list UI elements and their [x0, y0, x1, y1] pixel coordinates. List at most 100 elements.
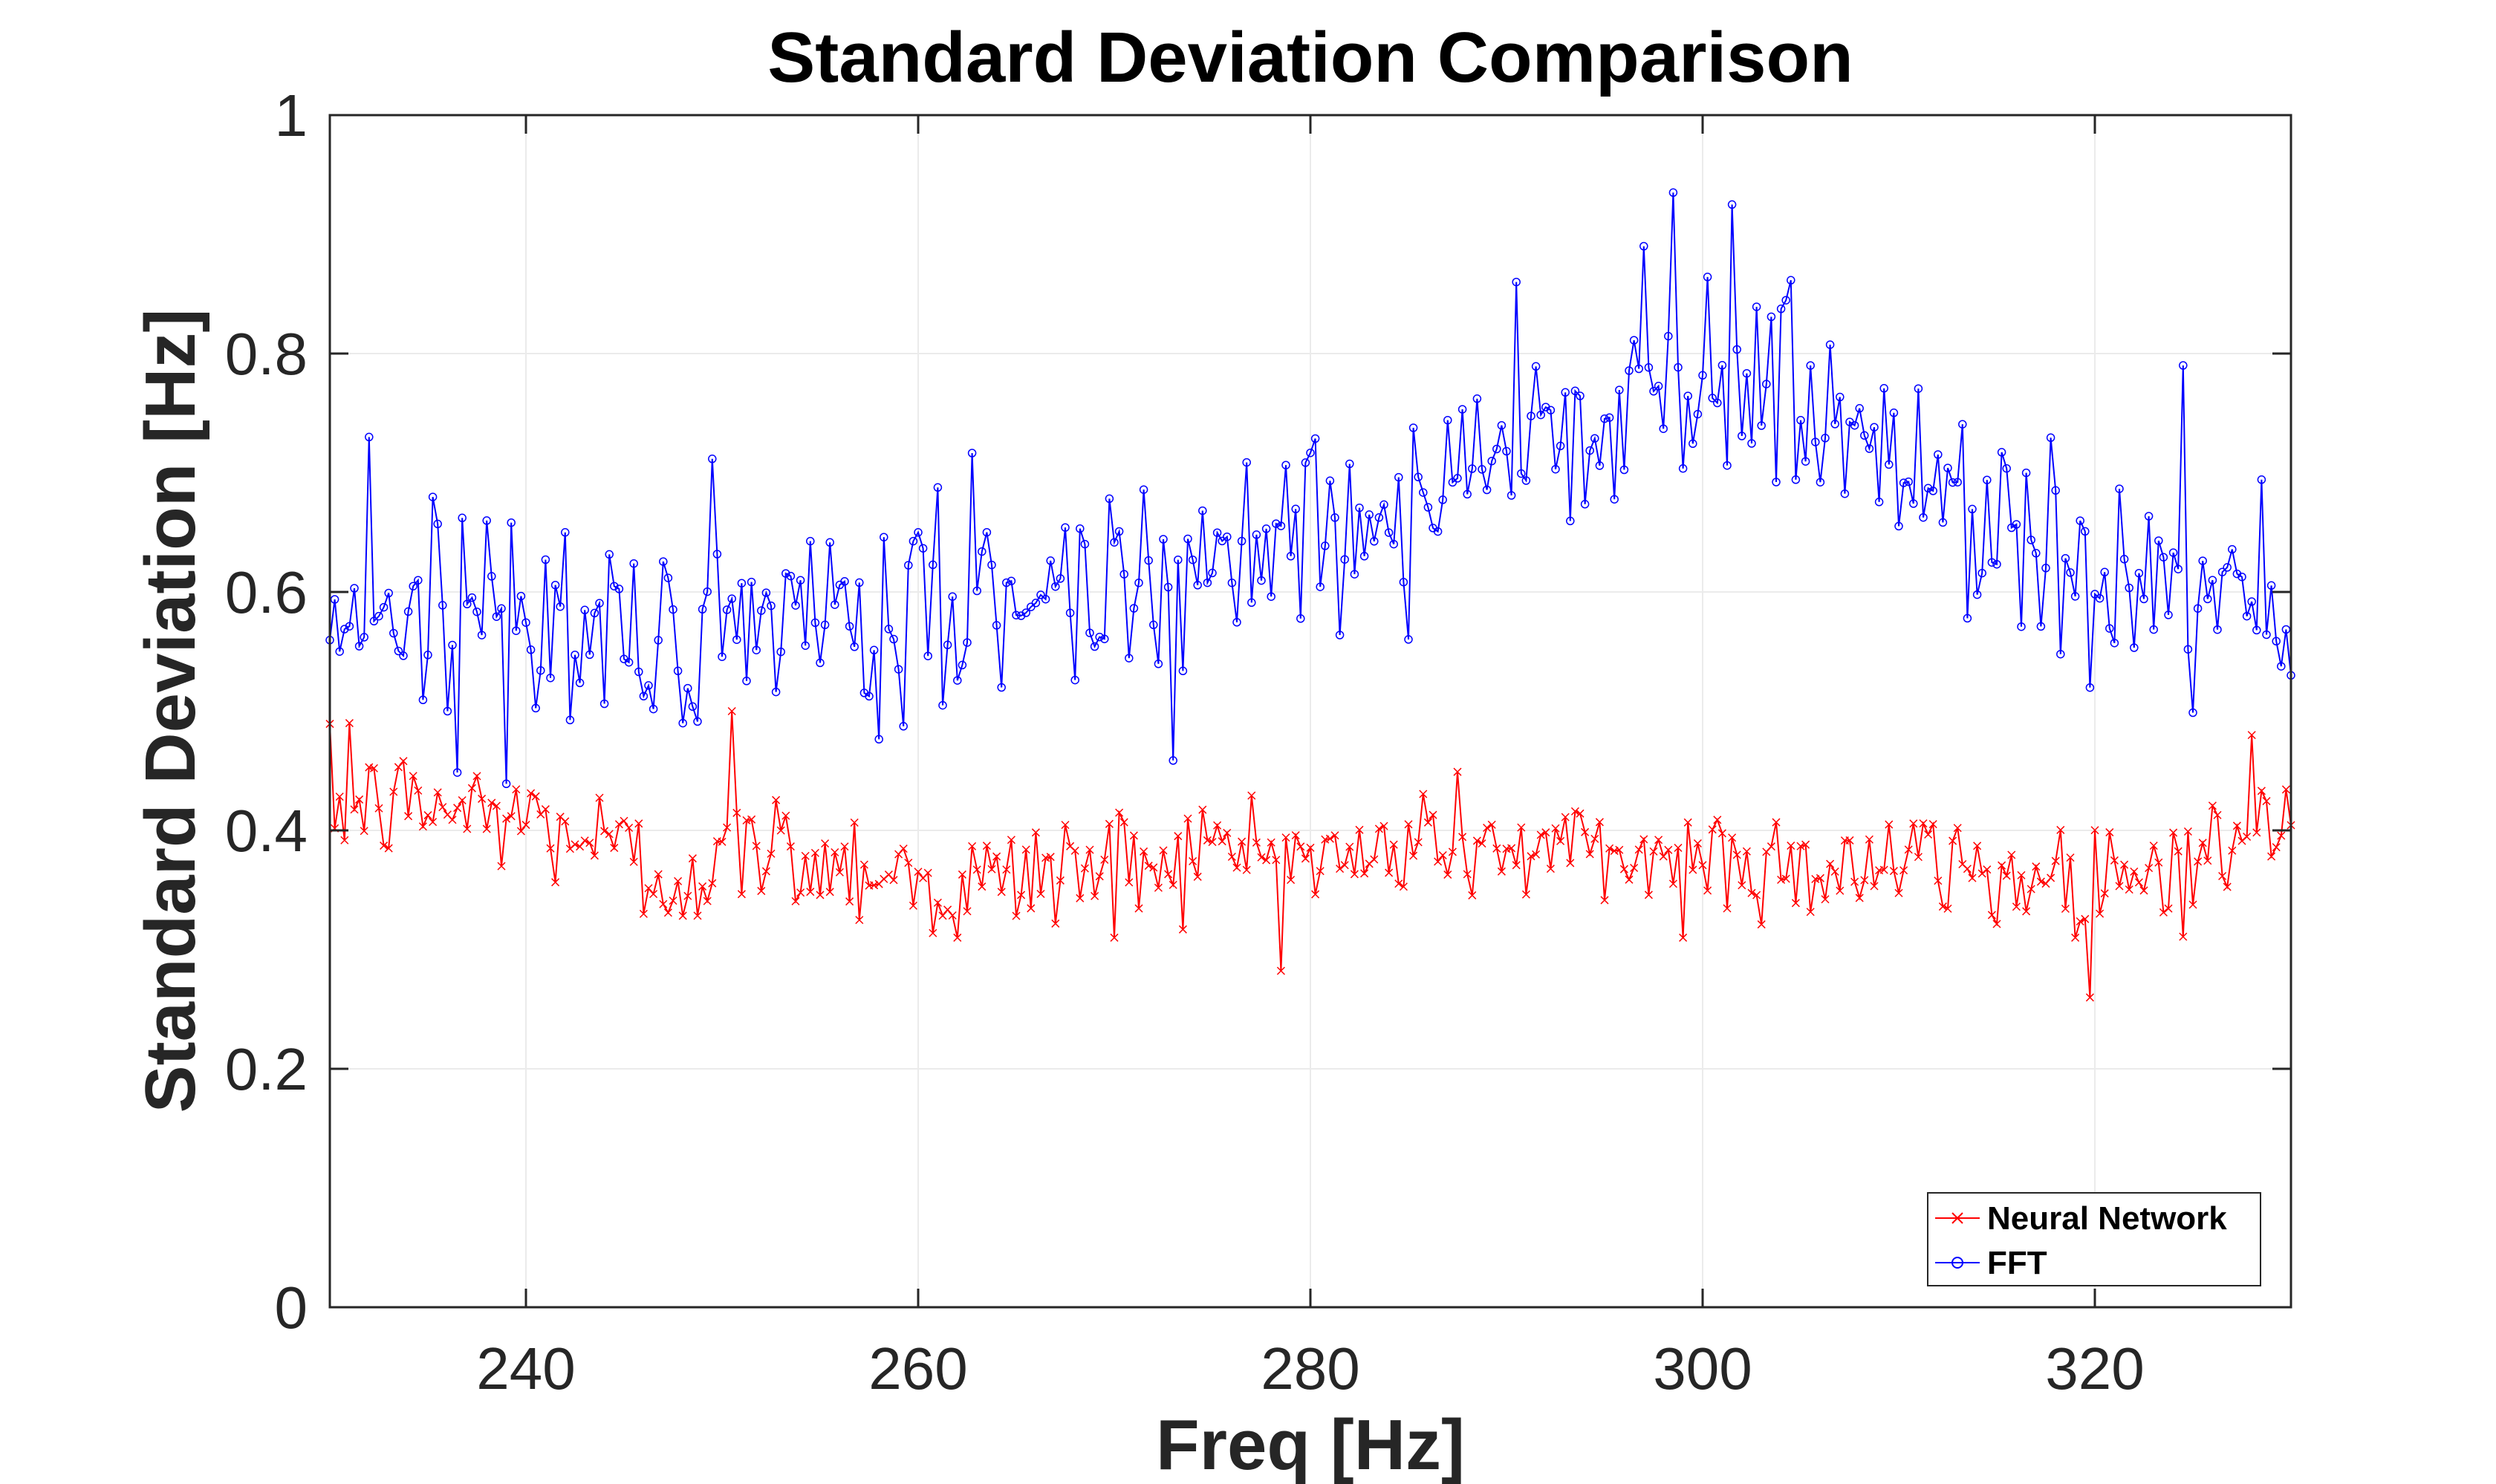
- series-neural-network: [325, 706, 2295, 1002]
- data-point: [2243, 832, 2252, 842]
- data-point: [1306, 843, 1315, 852]
- data-point: [590, 608, 599, 618]
- data-point: [1830, 420, 1839, 429]
- data-point: [2022, 907, 2031, 916]
- data-point: [669, 605, 677, 614]
- data-point: [1448, 847, 1457, 856]
- data-point: [1242, 458, 1251, 467]
- data-point: [948, 592, 957, 601]
- data-point: [1924, 830, 1933, 839]
- data-point: [2208, 801, 2217, 810]
- data-point: [855, 578, 864, 588]
- data-point: [571, 840, 579, 849]
- data-point: [953, 933, 962, 942]
- data-point: [2183, 645, 2193, 654]
- data-point: [1379, 821, 1388, 830]
- data-point: [1566, 516, 1575, 526]
- data-point: [2021, 468, 2031, 478]
- data-point: [693, 911, 702, 920]
- data-point: [1674, 362, 1683, 372]
- data-point: [781, 569, 790, 578]
- data-point: [620, 816, 628, 825]
- data-point: [1379, 500, 1388, 510]
- data-point: [874, 735, 883, 744]
- data-point: [1791, 475, 1801, 484]
- data-point: [1306, 448, 1315, 458]
- data-point: [384, 844, 393, 853]
- data-point: [1325, 476, 1335, 486]
- data-point: [492, 801, 501, 810]
- data-point: [2120, 860, 2129, 869]
- data-point: [2277, 662, 2286, 671]
- data-point: [1355, 503, 1364, 512]
- data-point: [1227, 578, 1237, 588]
- data-point: [1002, 865, 1011, 874]
- data-point: [1404, 820, 1413, 829]
- data-point: [2179, 361, 2188, 370]
- data-point: [1492, 844, 1501, 853]
- data-point: [933, 898, 942, 907]
- data-point: [2149, 625, 2158, 634]
- data-point: [1870, 423, 1879, 432]
- data-point: [330, 595, 339, 604]
- data-point: [1615, 385, 1624, 394]
- data-point: [1316, 582, 1325, 591]
- data-point: [958, 870, 966, 879]
- data-point: [531, 792, 540, 801]
- data-point: [1806, 908, 1815, 917]
- data-point: [948, 911, 957, 920]
- data-point: [938, 700, 947, 710]
- data-point: [1472, 394, 1482, 403]
- data-point: [855, 916, 864, 925]
- data-point: [501, 779, 511, 789]
- data-point: [688, 854, 697, 863]
- data-point: [1796, 416, 1805, 425]
- data-point: [1811, 437, 1820, 446]
- data-point: [1801, 840, 1810, 849]
- y-tick-label: 0.4: [225, 798, 308, 864]
- data-point: [791, 601, 800, 610]
- data-point: [1149, 620, 1158, 630]
- data-point: [1914, 853, 1923, 862]
- data-point: [2051, 486, 2060, 495]
- data-point: [845, 897, 854, 906]
- data-point: [531, 703, 540, 713]
- data-point: [1752, 302, 1761, 311]
- data-point: [1154, 883, 1163, 892]
- data-point: [414, 576, 423, 585]
- x-axis: 240 260 280 300 320: [476, 115, 2145, 1402]
- data-point: [1227, 852, 1236, 862]
- data-point: [1350, 570, 1359, 579]
- data-point: [561, 528, 570, 537]
- data-point: [350, 805, 359, 814]
- data-point: [575, 678, 585, 688]
- data-point: [904, 859, 913, 868]
- data-point: [869, 645, 879, 655]
- data-point: [914, 528, 923, 537]
- data-point: [1796, 842, 1805, 850]
- data-point: [423, 651, 432, 660]
- data-point: [1021, 608, 1030, 617]
- data-point: [384, 588, 393, 598]
- data-point: [355, 795, 364, 804]
- data-point: [747, 577, 756, 587]
- data-point: [1928, 486, 1937, 495]
- data-point: [1070, 675, 1079, 685]
- data-point: [1502, 446, 1511, 456]
- data-point: [1659, 424, 1668, 433]
- data-point: [831, 600, 839, 609]
- data-point: [1821, 434, 1830, 443]
- data-point: [1061, 523, 1070, 532]
- data-point: [360, 827, 368, 836]
- data-point: [840, 842, 849, 851]
- data-point: [1629, 336, 1639, 345]
- data-point: [820, 620, 830, 630]
- data-point: [1938, 518, 1948, 527]
- data-point: [1713, 816, 1722, 824]
- data-point: [1140, 847, 1148, 856]
- data-point: [1321, 541, 1330, 550]
- data-point: [448, 640, 457, 650]
- data-point: [1252, 838, 1261, 847]
- data-point: [1689, 865, 1697, 874]
- data-point: [1581, 827, 1590, 836]
